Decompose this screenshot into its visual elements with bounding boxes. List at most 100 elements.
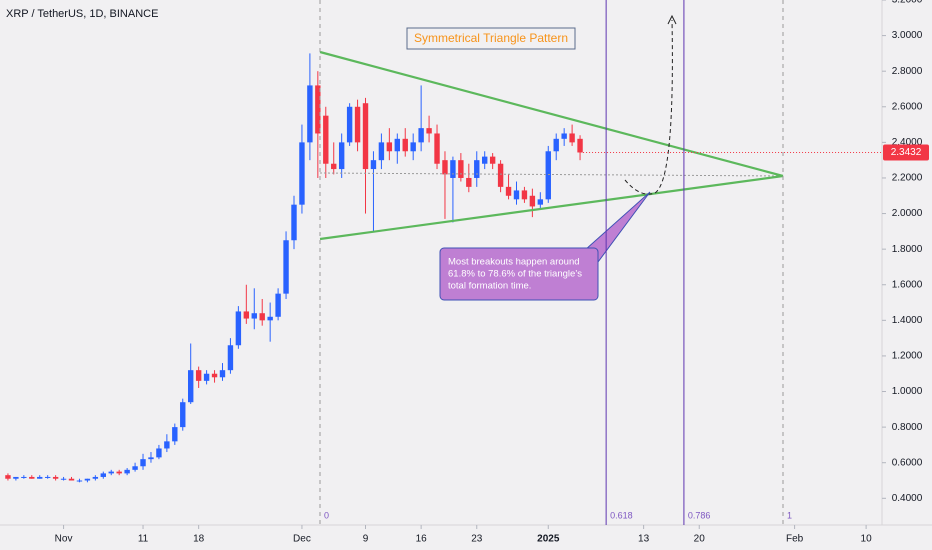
y-tick-label: 1.4000 [892, 315, 923, 326]
candle-body [386, 142, 393, 152]
callout-text: Most breakouts happen around [448, 257, 580, 268]
last-price-label: 2.3432 [891, 147, 922, 158]
candle-body [52, 476, 59, 479]
fib-label: 0.786 [688, 510, 711, 520]
chart-title: Symmetrical Triangle Pattern [414, 31, 568, 45]
y-tick-label: 2.0000 [892, 208, 923, 219]
candle-body [545, 151, 551, 200]
candle-body [474, 160, 480, 178]
candle-body [315, 85, 321, 134]
callout-text: 61.8% to 78.6% of the triangle’s [448, 269, 582, 280]
candle-body [172, 427, 178, 442]
y-tick-label: 1.2000 [892, 351, 923, 362]
y-tick-label: 0.8000 [892, 422, 923, 433]
candle-body [307, 85, 313, 143]
candle-body [180, 402, 186, 428]
x-tick-label: Dec [293, 534, 311, 545]
x-tick-label: 16 [416, 534, 428, 545]
candle-body [267, 316, 273, 321]
y-tick-label: 1.0000 [892, 386, 923, 397]
last-price-tag [883, 144, 929, 161]
y-tick-label: 0.6000 [892, 457, 923, 468]
candle-body [116, 471, 122, 474]
candle-body [434, 133, 440, 164]
y-tick-label: 3.0000 [892, 30, 923, 41]
candle-body [243, 311, 250, 319]
x-tick-label: 11 [138, 534, 149, 545]
candle-body [577, 138, 583, 153]
candle-body [227, 345, 234, 371]
candle-body [537, 199, 544, 205]
callout-text: total formation time. [448, 281, 531, 292]
x-tick-label: Nov [55, 534, 73, 545]
candle-body [124, 469, 130, 474]
candle-body [211, 373, 218, 378]
x-tick-label: 18 [193, 534, 205, 545]
y-tick-label: 0.4000 [892, 493, 923, 504]
candle-body [338, 142, 345, 170]
y-tick-label: 2.8000 [892, 66, 923, 77]
candle-body [68, 478, 75, 481]
candles [5, 53, 583, 483]
candle-body [164, 441, 170, 449]
candle-body [60, 478, 67, 480]
candle-body [458, 160, 464, 178]
candle-body [235, 311, 242, 346]
candle-body [482, 156, 488, 164]
candle-body [354, 106, 361, 143]
y-tick-label: 1.6000 [892, 279, 923, 290]
callout-box [439, 247, 599, 301]
candle-body [394, 138, 400, 152]
y-tick-label: 2.6000 [892, 101, 923, 112]
y-tick-label: 1.8000 [892, 244, 923, 255]
candle-body [92, 476, 99, 479]
candle-body [29, 476, 35, 479]
y-tick-label: 2.2000 [892, 173, 923, 184]
candle-body [569, 133, 575, 143]
candle-body [331, 163, 337, 170]
candle-body [148, 457, 154, 460]
candle-body [291, 204, 297, 241]
x-tick-label: 2025 [537, 534, 560, 545]
candle-body [76, 480, 83, 482]
candle-body [378, 142, 385, 161]
x-tick-label: 13 [638, 534, 650, 545]
candle-body [275, 293, 281, 317]
mid-line [319, 172, 784, 177]
candle-body [521, 190, 528, 200]
y-tick-label: 3.2000 [892, 0, 923, 6]
y-tick-label: 2.4000 [892, 137, 923, 148]
candle-body [283, 240, 289, 294]
candle-body [219, 370, 226, 378]
candle-body [410, 142, 416, 152]
candle-body [466, 177, 472, 187]
candle-body [21, 476, 27, 478]
candle-body [100, 473, 106, 477]
candle-body [188, 370, 194, 403]
candle-body [505, 186, 512, 196]
triangle-lower [319, 174, 784, 241]
candle-body [44, 476, 51, 478]
candle-body [442, 160, 448, 175]
candle-body [370, 160, 377, 170]
candle-body [84, 478, 91, 481]
candle-body [529, 195, 536, 207]
candle-body [140, 459, 146, 467]
symbol: XRP / TetherUS, 1D, BINANCE [6, 8, 158, 20]
candle-body [5, 475, 11, 479]
candle-body [426, 128, 432, 134]
candle-body [346, 106, 353, 143]
x-tick-label: Feb [786, 534, 804, 545]
candle-body [259, 313, 265, 321]
candle-body [362, 103, 369, 170]
title-box [406, 27, 576, 50]
candle-body [299, 142, 305, 205]
candle-body [132, 466, 138, 470]
breakout-arrow [624, 19, 673, 195]
fib-label: 1 [787, 510, 792, 520]
candle-body [37, 476, 43, 479]
candle-body [195, 370, 202, 381]
candle-body [561, 133, 567, 139]
